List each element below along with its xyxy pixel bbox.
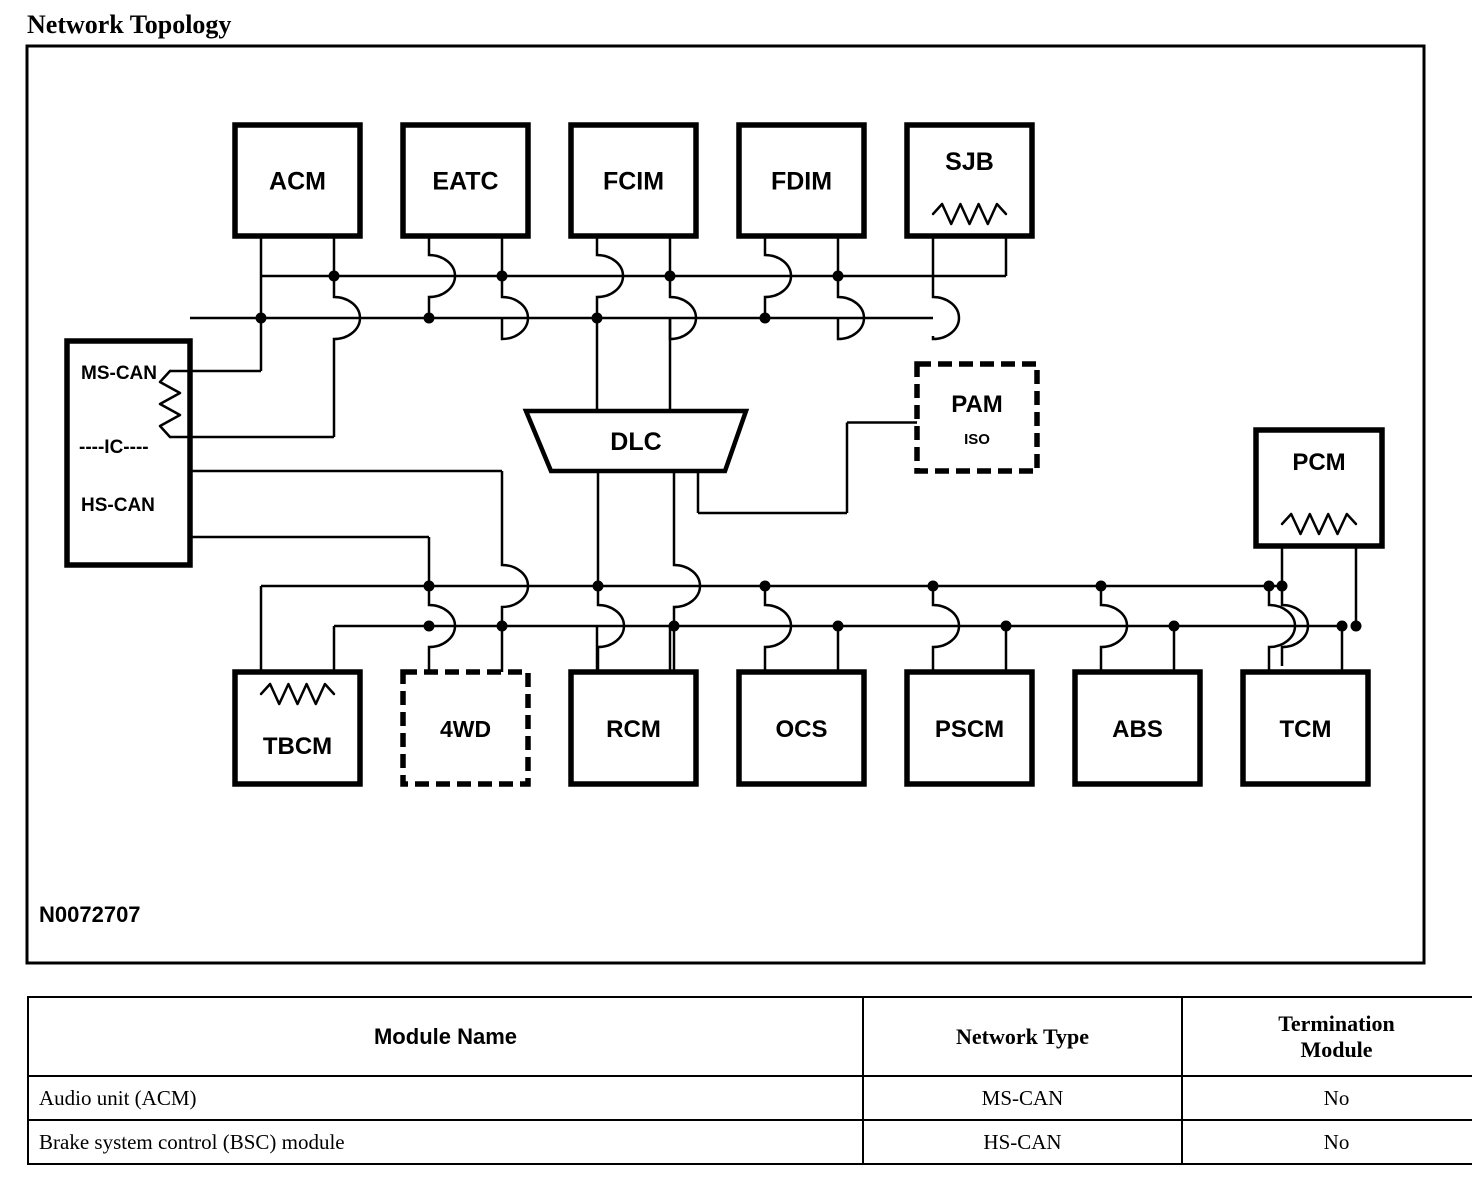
svg-text:EATC: EATC <box>432 168 498 196</box>
svg-text:----IC----: ----IC---- <box>79 437 149 458</box>
svg-text:PSCM: PSCM <box>935 716 1004 743</box>
svg-text:PAM: PAM <box>951 391 1003 418</box>
svg-text:SJB: SJB <box>945 148 994 176</box>
svg-text:ACM: ACM <box>269 168 326 196</box>
svg-text:TCM: TCM <box>1280 716 1332 743</box>
svg-text:FDIM: FDIM <box>771 168 832 196</box>
svg-text:FCIM: FCIM <box>603 168 664 196</box>
svg-text:PCM: PCM <box>1292 449 1345 476</box>
svg-text:RCM: RCM <box>606 716 661 743</box>
svg-text:ISO: ISO <box>964 431 990 448</box>
svg-text:4WD: 4WD <box>440 716 491 742</box>
svg-text:DLC: DLC <box>610 428 661 456</box>
svg-text:ABS: ABS <box>1112 716 1163 743</box>
svg-text:HS-CAN: HS-CAN <box>81 495 155 516</box>
svg-text:N0072707: N0072707 <box>39 902 141 927</box>
svg-text:TBCM: TBCM <box>263 733 332 760</box>
svg-text:MS-CAN: MS-CAN <box>81 363 157 384</box>
svg-text:OCS: OCS <box>775 716 827 743</box>
